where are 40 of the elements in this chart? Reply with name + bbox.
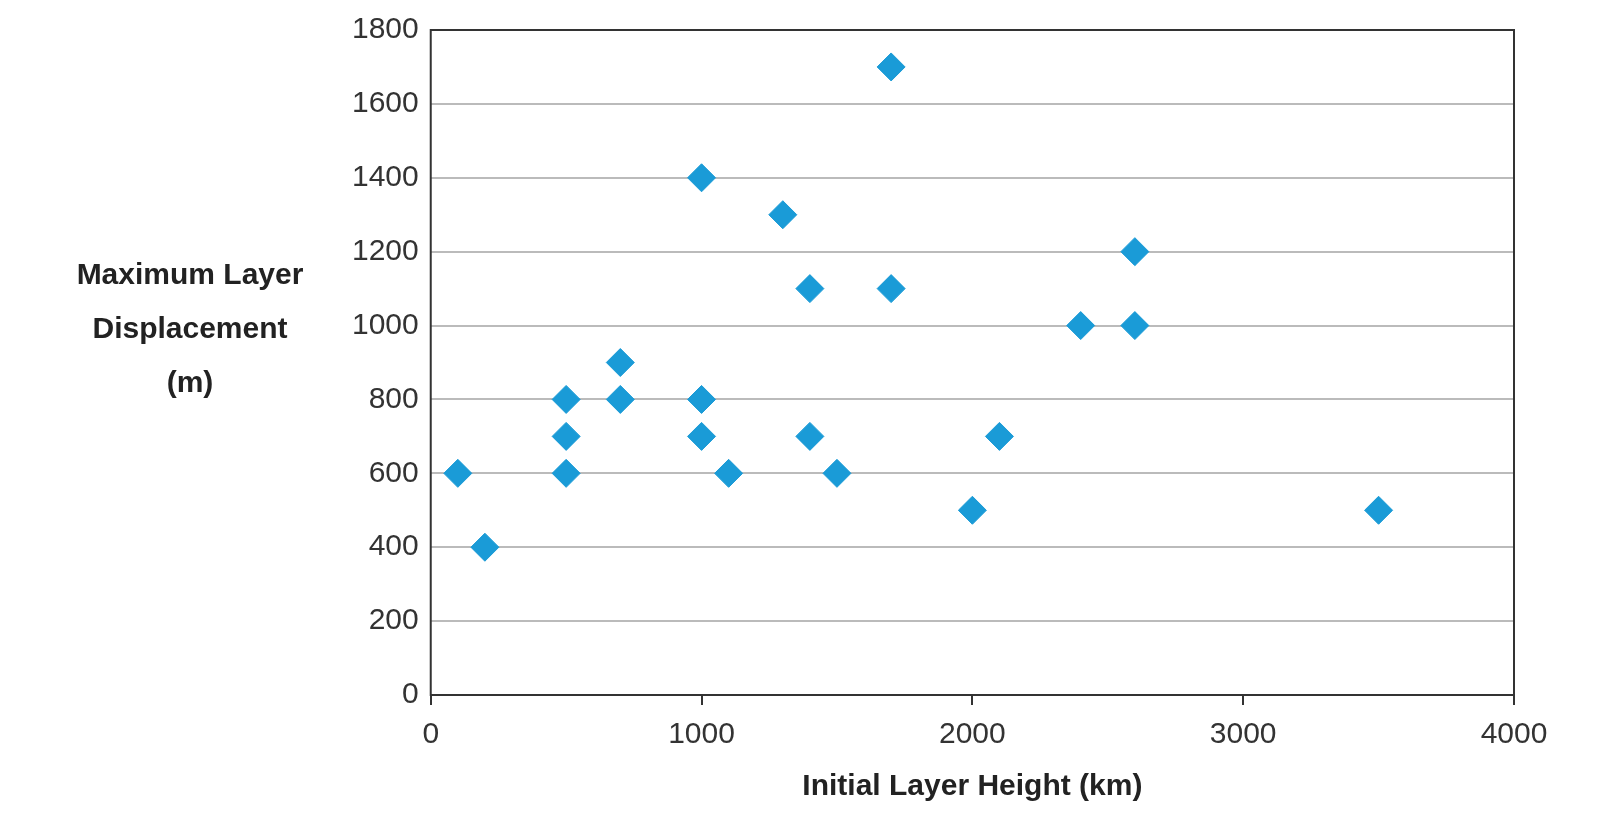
point <box>605 348 635 377</box>
y-tick-label: 0 <box>402 676 419 710</box>
point <box>687 163 717 193</box>
y-tick-label: 200 <box>368 602 419 636</box>
x-tick-label: 0 <box>422 716 440 750</box>
x-axis-title: Initial Layer Height (km) <box>802 768 1143 802</box>
y-tick-label: 600 <box>368 454 419 488</box>
point <box>470 532 500 562</box>
y-axis-title: Maximum Layer Displacement (m) <box>76 257 304 399</box>
point <box>687 421 717 451</box>
x-tick-label: 4000 <box>1480 716 1548 750</box>
point <box>551 421 581 451</box>
point <box>1066 311 1096 341</box>
point <box>876 274 906 304</box>
point <box>795 421 825 451</box>
point <box>551 384 581 414</box>
y-tick-label: 1000 <box>351 306 419 340</box>
point <box>714 458 744 488</box>
point <box>957 495 987 525</box>
y-tick-label: 1200 <box>351 232 419 266</box>
point <box>984 421 1014 451</box>
point <box>822 458 852 488</box>
x-tick-label: 3000 <box>1209 716 1277 750</box>
point <box>1364 495 1394 525</box>
x-tick-label: 1000 <box>668 716 735 750</box>
point <box>795 274 825 304</box>
y-tick-label: 1600 <box>351 85 419 119</box>
point <box>551 458 581 488</box>
point <box>1120 311 1150 341</box>
point <box>1120 237 1150 267</box>
x-tick-label: 2000 <box>938 716 1006 750</box>
point <box>768 200 798 230</box>
point <box>876 52 906 82</box>
point <box>687 384 717 414</box>
y-tick-label: 1400 <box>351 159 419 193</box>
point <box>605 384 635 414</box>
y-tick-label: 1800 <box>351 11 419 45</box>
y-tick-label: 800 <box>368 380 419 414</box>
y-tick-label: 400 <box>368 528 419 562</box>
point <box>443 458 473 488</box>
